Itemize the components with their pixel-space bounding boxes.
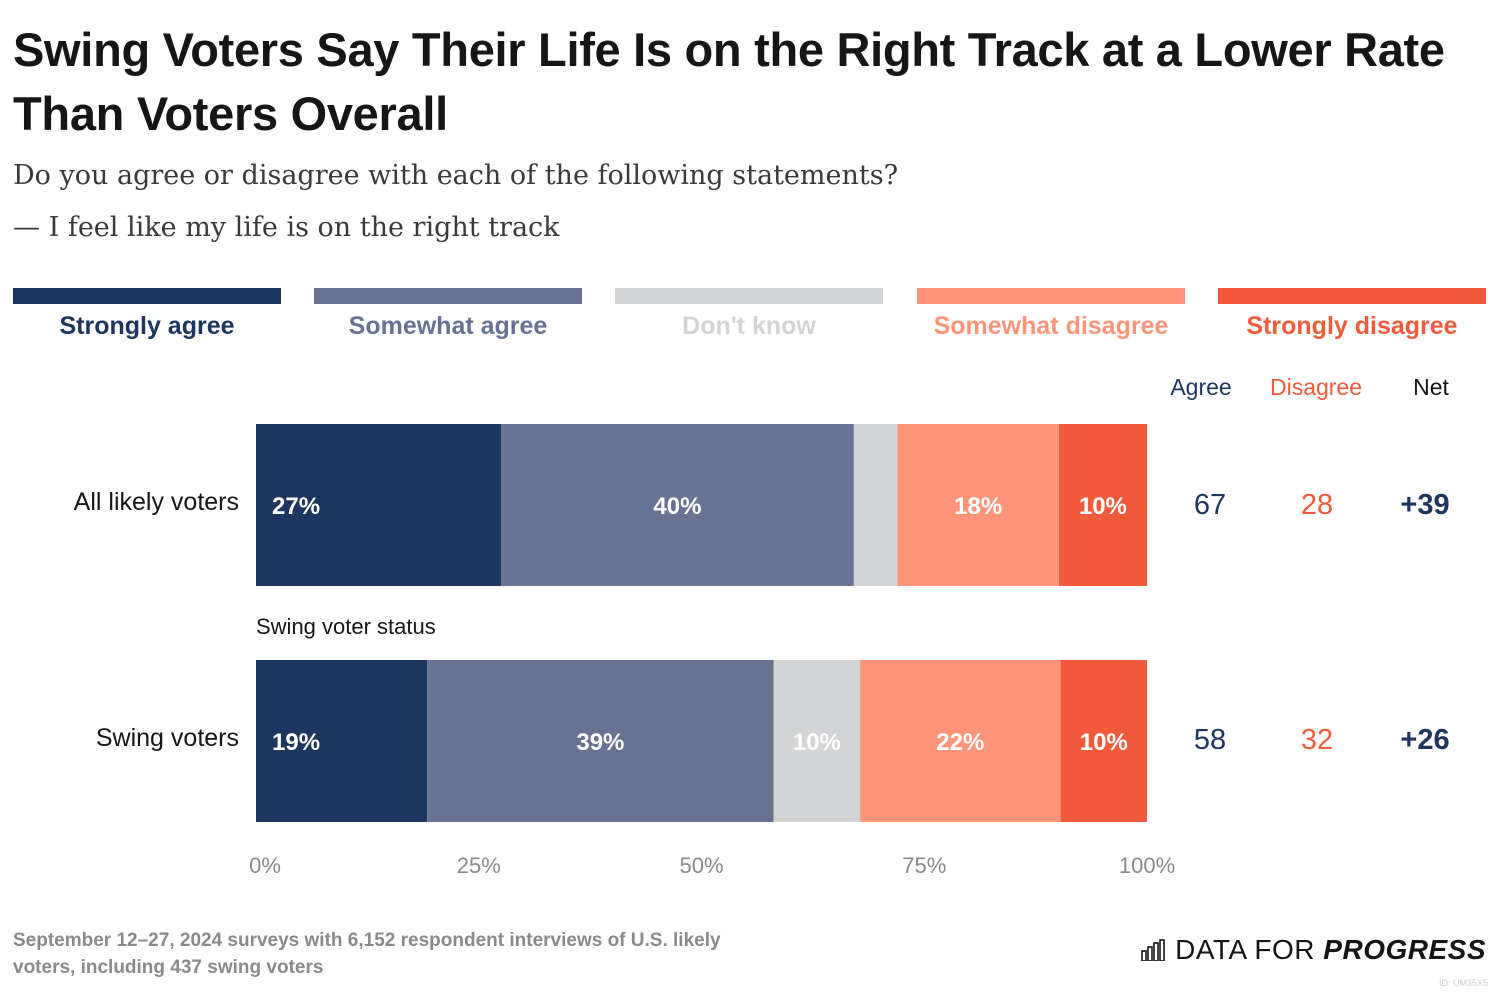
data-label: 10% — [1079, 493, 1127, 520]
row-label-swing-voters: Swing voters — [95, 724, 239, 752]
bar-segment — [427, 660, 774, 822]
bar-segment — [860, 660, 1061, 822]
x-tick-label: 100% — [1119, 853, 1175, 878]
legend-swatch — [13, 288, 281, 304]
brand-text: DATA FOR — [1175, 934, 1316, 965]
bar-segment — [1058, 424, 1147, 586]
disagree-value: 32 — [1300, 724, 1334, 756]
x-tick-label: 50% — [679, 853, 723, 878]
data-label: 27% — [272, 493, 320, 520]
brand-logo: DATA FOR PROGRESS — [1141, 934, 1486, 966]
legend-label: Somewhat disagree — [933, 312, 1169, 340]
data-label: 10% — [793, 729, 841, 756]
legend-item-strongly-disagree: Strongly disagree — [1218, 288, 1486, 341]
chart-title: Swing Voters Say Their Life Is on the Ri… — [13, 23, 1445, 140]
legend-item-somewhat-agree: Somewhat agree — [314, 288, 582, 341]
legend-item-somewhat-disagree: Somewhat disagree — [917, 288, 1185, 341]
data-label: 40% — [653, 493, 701, 520]
bar-chart-icon — [1141, 939, 1165, 961]
data-label: 18% — [954, 493, 1002, 520]
x-tick-label: 25% — [457, 853, 501, 878]
agree-value: 58 — [1193, 724, 1227, 756]
legend-swatch — [917, 288, 1185, 304]
net-value: +26 — [1400, 724, 1450, 756]
group-label: Swing voter status — [256, 614, 436, 639]
legend-swatch — [1218, 288, 1486, 304]
row-label-all-likely-voters: All likely voters — [73, 488, 239, 516]
column-header-net: Net — [1413, 374, 1449, 400]
legend-label: Somewhat agree — [348, 312, 548, 340]
data-label: 19% — [272, 729, 320, 756]
column-header-disagree: Disagree — [1269, 374, 1363, 400]
bar-segment — [256, 424, 502, 586]
legend-swatch — [615, 288, 883, 304]
chart-subtitle: Do you agree or disagree with each of th… — [13, 160, 899, 191]
agree-value: 67 — [1193, 489, 1227, 521]
footer-note: September 12–27, 2024 surveys with 6,152… — [13, 930, 721, 978]
bar-segment — [773, 660, 861, 822]
column-header-agree: Agree — [1170, 374, 1232, 400]
data-label: 10% — [1080, 729, 1128, 756]
legend-label: Don't know — [682, 312, 816, 340]
bar-segment — [256, 660, 428, 822]
legend-item-strongly-agree: Strongly agree — [13, 288, 281, 341]
x-tick-label: 75% — [902, 853, 946, 878]
disagree-value: 28 — [1300, 489, 1334, 521]
data-label: 39% — [576, 729, 624, 756]
net-value: +39 — [1400, 489, 1450, 521]
legend-item-dont-know: Don't know — [615, 288, 883, 341]
legend-label: Strongly agree — [59, 312, 235, 340]
data-label: 22% — [936, 729, 984, 756]
brand-text-bold: PROGRESS — [1323, 934, 1486, 965]
bar-segment — [897, 424, 1059, 586]
chart-id: ID: UM35X5 — [1438, 978, 1488, 988]
bar-segment — [853, 424, 898, 586]
legend-swatch — [314, 288, 582, 304]
x-tick-label: 0% — [249, 853, 281, 878]
bar-segment — [501, 424, 854, 586]
chart-statement: — I feel like my life is on the right tr… — [13, 212, 560, 243]
legend-label: Strongly disagree — [1246, 312, 1458, 340]
bar-segment — [1060, 660, 1147, 822]
